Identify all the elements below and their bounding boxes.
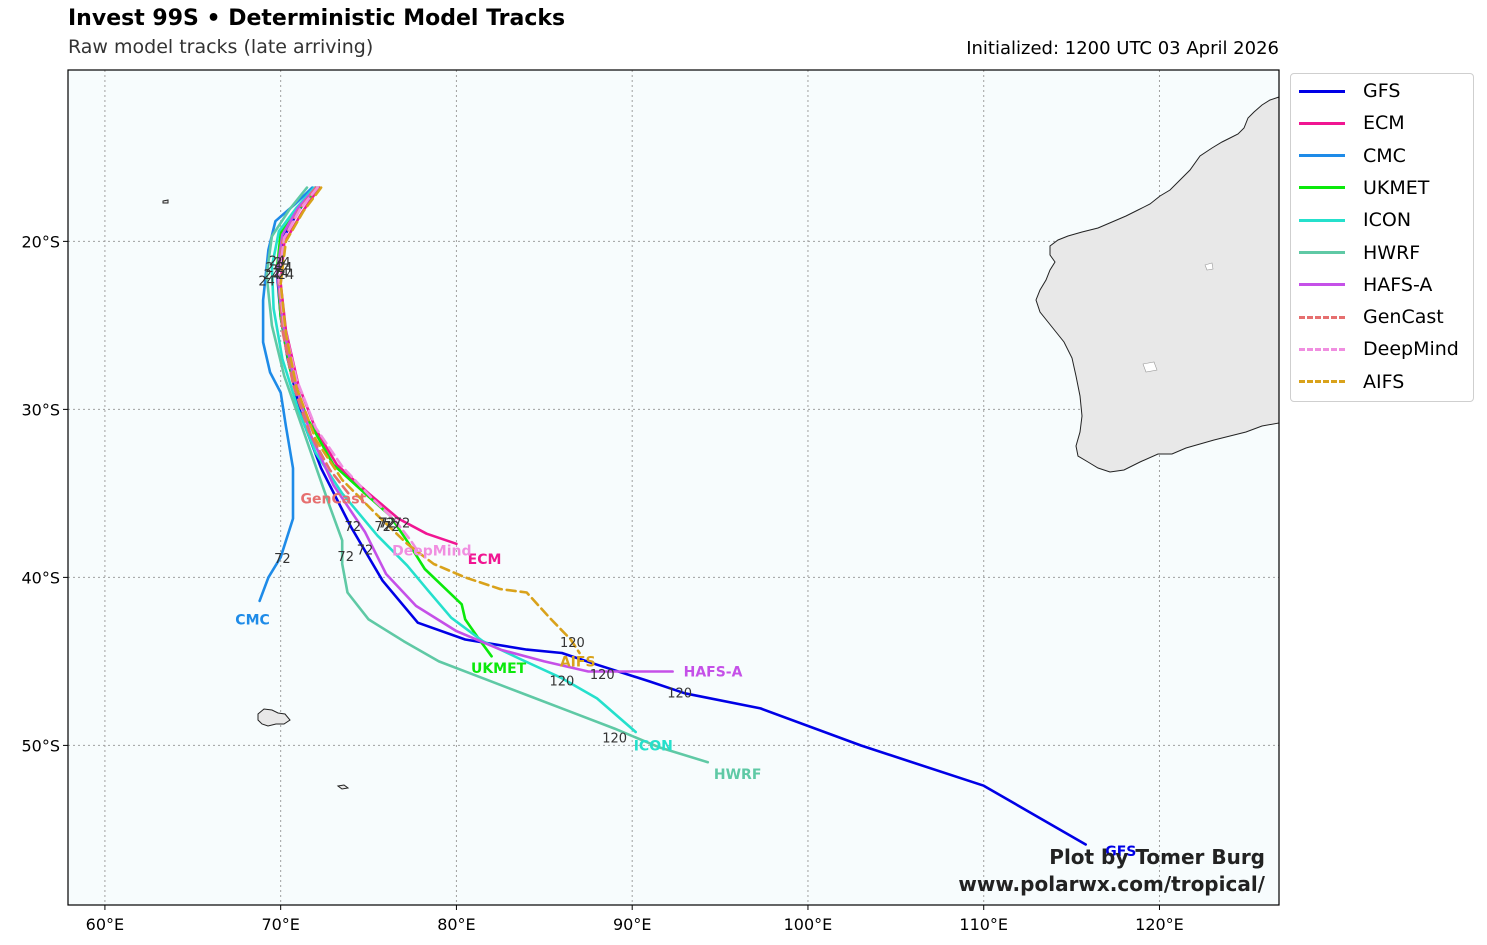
inland-lake xyxy=(1142,361,1158,373)
legend-item-ukmet: UKMET xyxy=(1299,175,1429,201)
legend-label: ECM xyxy=(1363,112,1405,135)
chart-subtitle: Raw model tracks (late arriving) xyxy=(68,36,374,58)
legend-item-gfs: GFS xyxy=(1299,78,1400,104)
forecast-hour-label: 72 xyxy=(378,517,395,532)
forecast-hour-label: 24 xyxy=(265,261,282,276)
legend-label: HWRF xyxy=(1363,241,1421,264)
legend-swatch xyxy=(1299,121,1345,125)
forecast-hour-label: 72 xyxy=(337,550,354,565)
forecast-hour-label: 72 xyxy=(344,520,361,535)
legend-swatch xyxy=(1299,186,1345,190)
legend-label: ICON xyxy=(1363,209,1412,232)
track-hafs-a xyxy=(275,186,674,673)
legend-item-aifs: AIFS xyxy=(1299,369,1404,395)
lat-tick-label: 40°S xyxy=(21,568,60,587)
lon-tick-label: 80°E xyxy=(437,915,475,934)
forecast-hour-label: 72 xyxy=(357,544,374,559)
credit-url: www.polarwx.com/tropical/ xyxy=(958,872,1265,896)
forecast-hour-label: 24 xyxy=(264,268,281,283)
legend-item-deepmind: DeepMind xyxy=(1299,336,1459,362)
heard-island xyxy=(336,784,350,790)
track-hwrf xyxy=(265,186,710,764)
rodrigues-island xyxy=(162,199,169,204)
lat-tick-label: 30°S xyxy=(21,400,60,419)
chart-title: Invest 99S • Deterministic Model Tracks xyxy=(68,6,566,31)
legend-item-gencast: GenCast xyxy=(1299,304,1444,330)
legend-label: CMC xyxy=(1363,144,1406,167)
forecast-hour-label: 24 xyxy=(274,256,291,271)
kerguelen-island xyxy=(257,708,291,727)
track-end-label-ukmet: UKMET xyxy=(471,661,527,677)
legend-swatch xyxy=(1299,347,1345,351)
legend-swatch xyxy=(1299,218,1345,222)
axis-labels: 60°E 70°E 80°E 90°E 100°E 110°E 120°E 20°S 30°S 4… xyxy=(21,232,1183,934)
forecast-hour-label: 24 xyxy=(269,255,286,270)
track-end-label-ecm: ECM xyxy=(468,552,502,568)
forecast-hour-label: 120 xyxy=(667,686,692,701)
inland-lake xyxy=(1204,262,1214,271)
lat-tick-label: 20°S xyxy=(21,232,60,251)
ocean-background xyxy=(68,70,1279,905)
legend-label: DeepMind xyxy=(1363,338,1459,361)
forecast-hour-label: 120 xyxy=(560,636,585,651)
forecast-hour-label: 72 xyxy=(380,517,397,532)
legend-label: GFS xyxy=(1363,80,1401,102)
forecast-hour-label: 120 xyxy=(590,668,615,683)
track-labels: 120 GFS 72 ECM 72 CMC 72 UKMET 120 120 ICON 72 HWRF 7… xyxy=(235,255,1136,861)
track-end-label-hwrf: HWRF xyxy=(714,767,762,783)
legend-item-icon: ICON xyxy=(1299,207,1411,233)
forecast-hour-label: 120 xyxy=(602,732,627,747)
track-icon xyxy=(270,186,638,734)
forecast-hour-label: 24 xyxy=(278,268,295,283)
legend-item-cmc: CMC xyxy=(1299,143,1406,169)
legend-swatch xyxy=(1299,380,1345,384)
forecast-hour-label: 72 xyxy=(274,552,291,567)
legend-label: HAFS-A xyxy=(1363,273,1433,296)
lon-tick-label: 70°E xyxy=(261,915,299,934)
lon-tick-label: 100°E xyxy=(784,915,833,934)
forecast-hour-label: 24 xyxy=(276,261,293,276)
legend-item-hwrf: HWRF xyxy=(1299,240,1420,266)
track-cmc xyxy=(258,186,314,603)
track-end-label-aifs: AIFS xyxy=(560,654,596,670)
track-deepmind xyxy=(277,186,421,556)
track-end-label-icon: ICON xyxy=(634,738,673,754)
lon-tick-label: 90°E xyxy=(613,915,651,934)
legend-label: UKMET xyxy=(1363,176,1430,199)
forecast-hour-label: 72 xyxy=(394,517,411,532)
forecast-hour-label: 24 xyxy=(258,275,275,290)
legend-swatch xyxy=(1299,89,1345,93)
track-end-label-gencast: GenCast xyxy=(301,491,367,507)
legend-swatch xyxy=(1299,283,1345,287)
legend-swatch xyxy=(1299,251,1345,254)
australia-landmass xyxy=(1035,96,1280,473)
track-end-label-hafs-a: HAFS-A xyxy=(684,664,743,680)
lon-tick-label: 110°E xyxy=(959,915,1008,934)
forecast-hour-label: 72 xyxy=(374,520,391,535)
legend-swatch xyxy=(1299,154,1345,158)
legend: GFS ECM CMC UKMET ICON HWRF HAFS-A GenCast DeepM… xyxy=(1290,73,1474,402)
lat-tick-label: 50°S xyxy=(21,736,60,755)
lon-tick-label: 60°E xyxy=(86,915,124,934)
initialized-time: Initialized: 1200 UTC 03 April 2026 xyxy=(966,38,1279,59)
track-end-label-gfs: GFS xyxy=(1105,844,1136,860)
legend-item-hafs-a: HAFS-A xyxy=(1299,272,1432,298)
land-masses xyxy=(162,96,1280,790)
model-tracks xyxy=(258,186,1087,846)
forecast-hour-label: 72 xyxy=(383,520,400,535)
legend-item-ecm: ECM xyxy=(1299,110,1405,136)
forecast-hour-label: 24 xyxy=(272,266,289,281)
map-frame xyxy=(67,69,1280,906)
forecast-hour-label: 120 xyxy=(549,675,574,690)
legend-label: GenCast xyxy=(1363,306,1444,329)
track-aifs xyxy=(279,186,581,655)
legend-swatch xyxy=(1299,315,1345,319)
lon-tick-label: 120°E xyxy=(1135,915,1184,934)
legend-label: AIFS xyxy=(1363,370,1405,393)
track-end-label-deepmind: DeepMind xyxy=(392,544,471,560)
track-end-label-cmc: CMC xyxy=(235,612,269,628)
credit-author: Plot by Tomer Burg xyxy=(1049,845,1265,869)
